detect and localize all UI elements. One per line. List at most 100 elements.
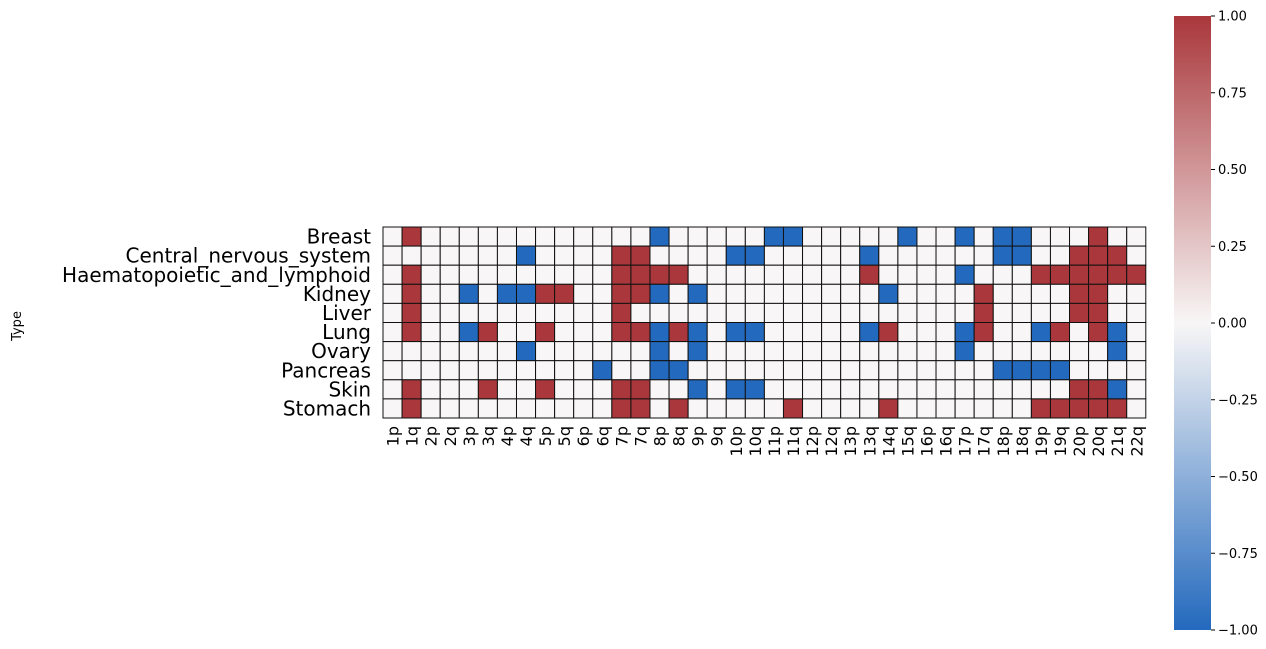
heatmap-cell (611, 322, 632, 343)
heatmap-cell (382, 245, 403, 266)
heatmap-cell (1088, 341, 1109, 362)
heatmap-cell (1069, 379, 1090, 400)
heatmap-cell (458, 264, 479, 285)
heatmap-cell (1030, 283, 1051, 304)
column-tick-label: 6q (593, 426, 612, 446)
heatmap-cell (821, 379, 842, 400)
heatmap-cell (687, 341, 708, 362)
colorbar-tick-label: 0.25 (1218, 240, 1247, 255)
column-tick-label: 17p (956, 426, 975, 457)
heatmap-cell (573, 302, 594, 323)
column-tick-label: 19p (1032, 426, 1051, 457)
row-tick-label: Haematopoietic_and_lymphoid (62, 263, 371, 287)
heatmap-cell (515, 245, 537, 266)
heatmap-cell (592, 398, 613, 419)
heatmap-cell (1088, 226, 1109, 247)
heatmap-cell (782, 379, 804, 400)
heatmap-cell (515, 379, 537, 400)
heatmap-cell (821, 245, 842, 266)
heatmap-cell (496, 245, 517, 266)
heatmap-cell (973, 341, 994, 362)
heatmap-cell (515, 283, 537, 304)
heatmap-cell (611, 379, 632, 400)
heatmap-cell (973, 245, 994, 266)
heatmap-cell (630, 264, 651, 285)
heatmap-cell (515, 302, 537, 323)
heatmap-cell (382, 226, 403, 247)
row-labels: BreastCentral_nervous_systemHaematopoiet… (62, 225, 372, 421)
heatmap-cell (649, 245, 670, 266)
heatmap-cell (992, 398, 1013, 419)
heatmap-cell (630, 360, 651, 381)
heatmap-cell (782, 398, 804, 419)
heatmap-cell (554, 322, 575, 343)
heatmap-cell (744, 322, 765, 343)
heatmap-cell (592, 341, 613, 362)
heatmap-cell (1069, 302, 1090, 323)
heatmap-cell (1069, 360, 1090, 381)
heatmap-cell (1069, 226, 1090, 247)
heatmap-cell (1107, 302, 1128, 323)
heatmap-cell (935, 302, 956, 323)
heatmap-cell (630, 226, 651, 247)
heatmap-cell (802, 379, 823, 400)
heatmap-cell (1088, 302, 1109, 323)
column-tick-label: 13q (860, 426, 879, 457)
column-tick-label: 9q (708, 426, 727, 446)
heatmap-cell (954, 341, 975, 362)
heatmap-cell (706, 245, 727, 266)
heatmap-cell (630, 341, 651, 362)
heatmap-cell (897, 360, 918, 381)
heatmap-cell (1088, 398, 1109, 419)
heatmap-cell (458, 360, 479, 381)
column-tick-label: 18p (994, 426, 1013, 457)
colorbar-tick-label: 0.50 (1218, 163, 1247, 178)
heatmap-cell (954, 283, 975, 304)
heatmap-cell (763, 322, 784, 343)
column-tick-label: 9p (689, 426, 708, 446)
heatmap-cell (687, 322, 708, 343)
heatmap-cell (1011, 302, 1032, 323)
column-tick-label: 5p (536, 426, 555, 446)
heatmap-cell (439, 226, 460, 247)
heatmap-cell (706, 322, 727, 343)
heatmap-cell (1049, 302, 1071, 323)
heatmap-cell (477, 264, 498, 285)
heatmap-cell (1126, 360, 1147, 381)
column-tick-label: 7q (631, 426, 650, 446)
heatmap-cell (687, 264, 708, 285)
heatmap-cell (496, 379, 517, 400)
heatmap-cell (744, 264, 765, 285)
heatmap-cell (878, 245, 899, 266)
heatmap-cell (458, 341, 479, 362)
heatmap-cell (897, 379, 918, 400)
heatmap-cell (554, 226, 575, 247)
heatmap-cell (687, 302, 708, 323)
heatmap-cell (668, 379, 689, 400)
heatmap-cell (439, 302, 460, 323)
heatmap-cell (535, 226, 556, 247)
heatmap-cell (611, 360, 632, 381)
row-tick-label: Pancreas (281, 358, 371, 382)
heatmap-cell (401, 226, 422, 247)
heatmap-cell (649, 226, 670, 247)
heatmap-cell (401, 245, 422, 266)
heatmap-cell (496, 398, 517, 419)
column-tick-label: 17q (975, 426, 994, 457)
heatmap-cell (782, 264, 804, 285)
heatmap-cell (554, 398, 575, 419)
heatmap-cell (1049, 283, 1071, 304)
heatmap-cell (782, 226, 804, 247)
heatmap-cell (840, 302, 861, 323)
row-tick-label: Central_nervous_system (126, 244, 372, 268)
column-tick-label: 12p (803, 426, 822, 457)
heatmap-cell (916, 341, 937, 362)
heatmap-cell (782, 322, 804, 343)
heatmap-cell (897, 341, 918, 362)
heatmap-cell (1049, 322, 1071, 343)
heatmap-cell (1069, 283, 1090, 304)
heatmap-cell (649, 302, 670, 323)
heatmap-cell (477, 322, 498, 343)
heatmap-cell (1126, 302, 1147, 323)
heatmap-cell (1126, 226, 1147, 247)
